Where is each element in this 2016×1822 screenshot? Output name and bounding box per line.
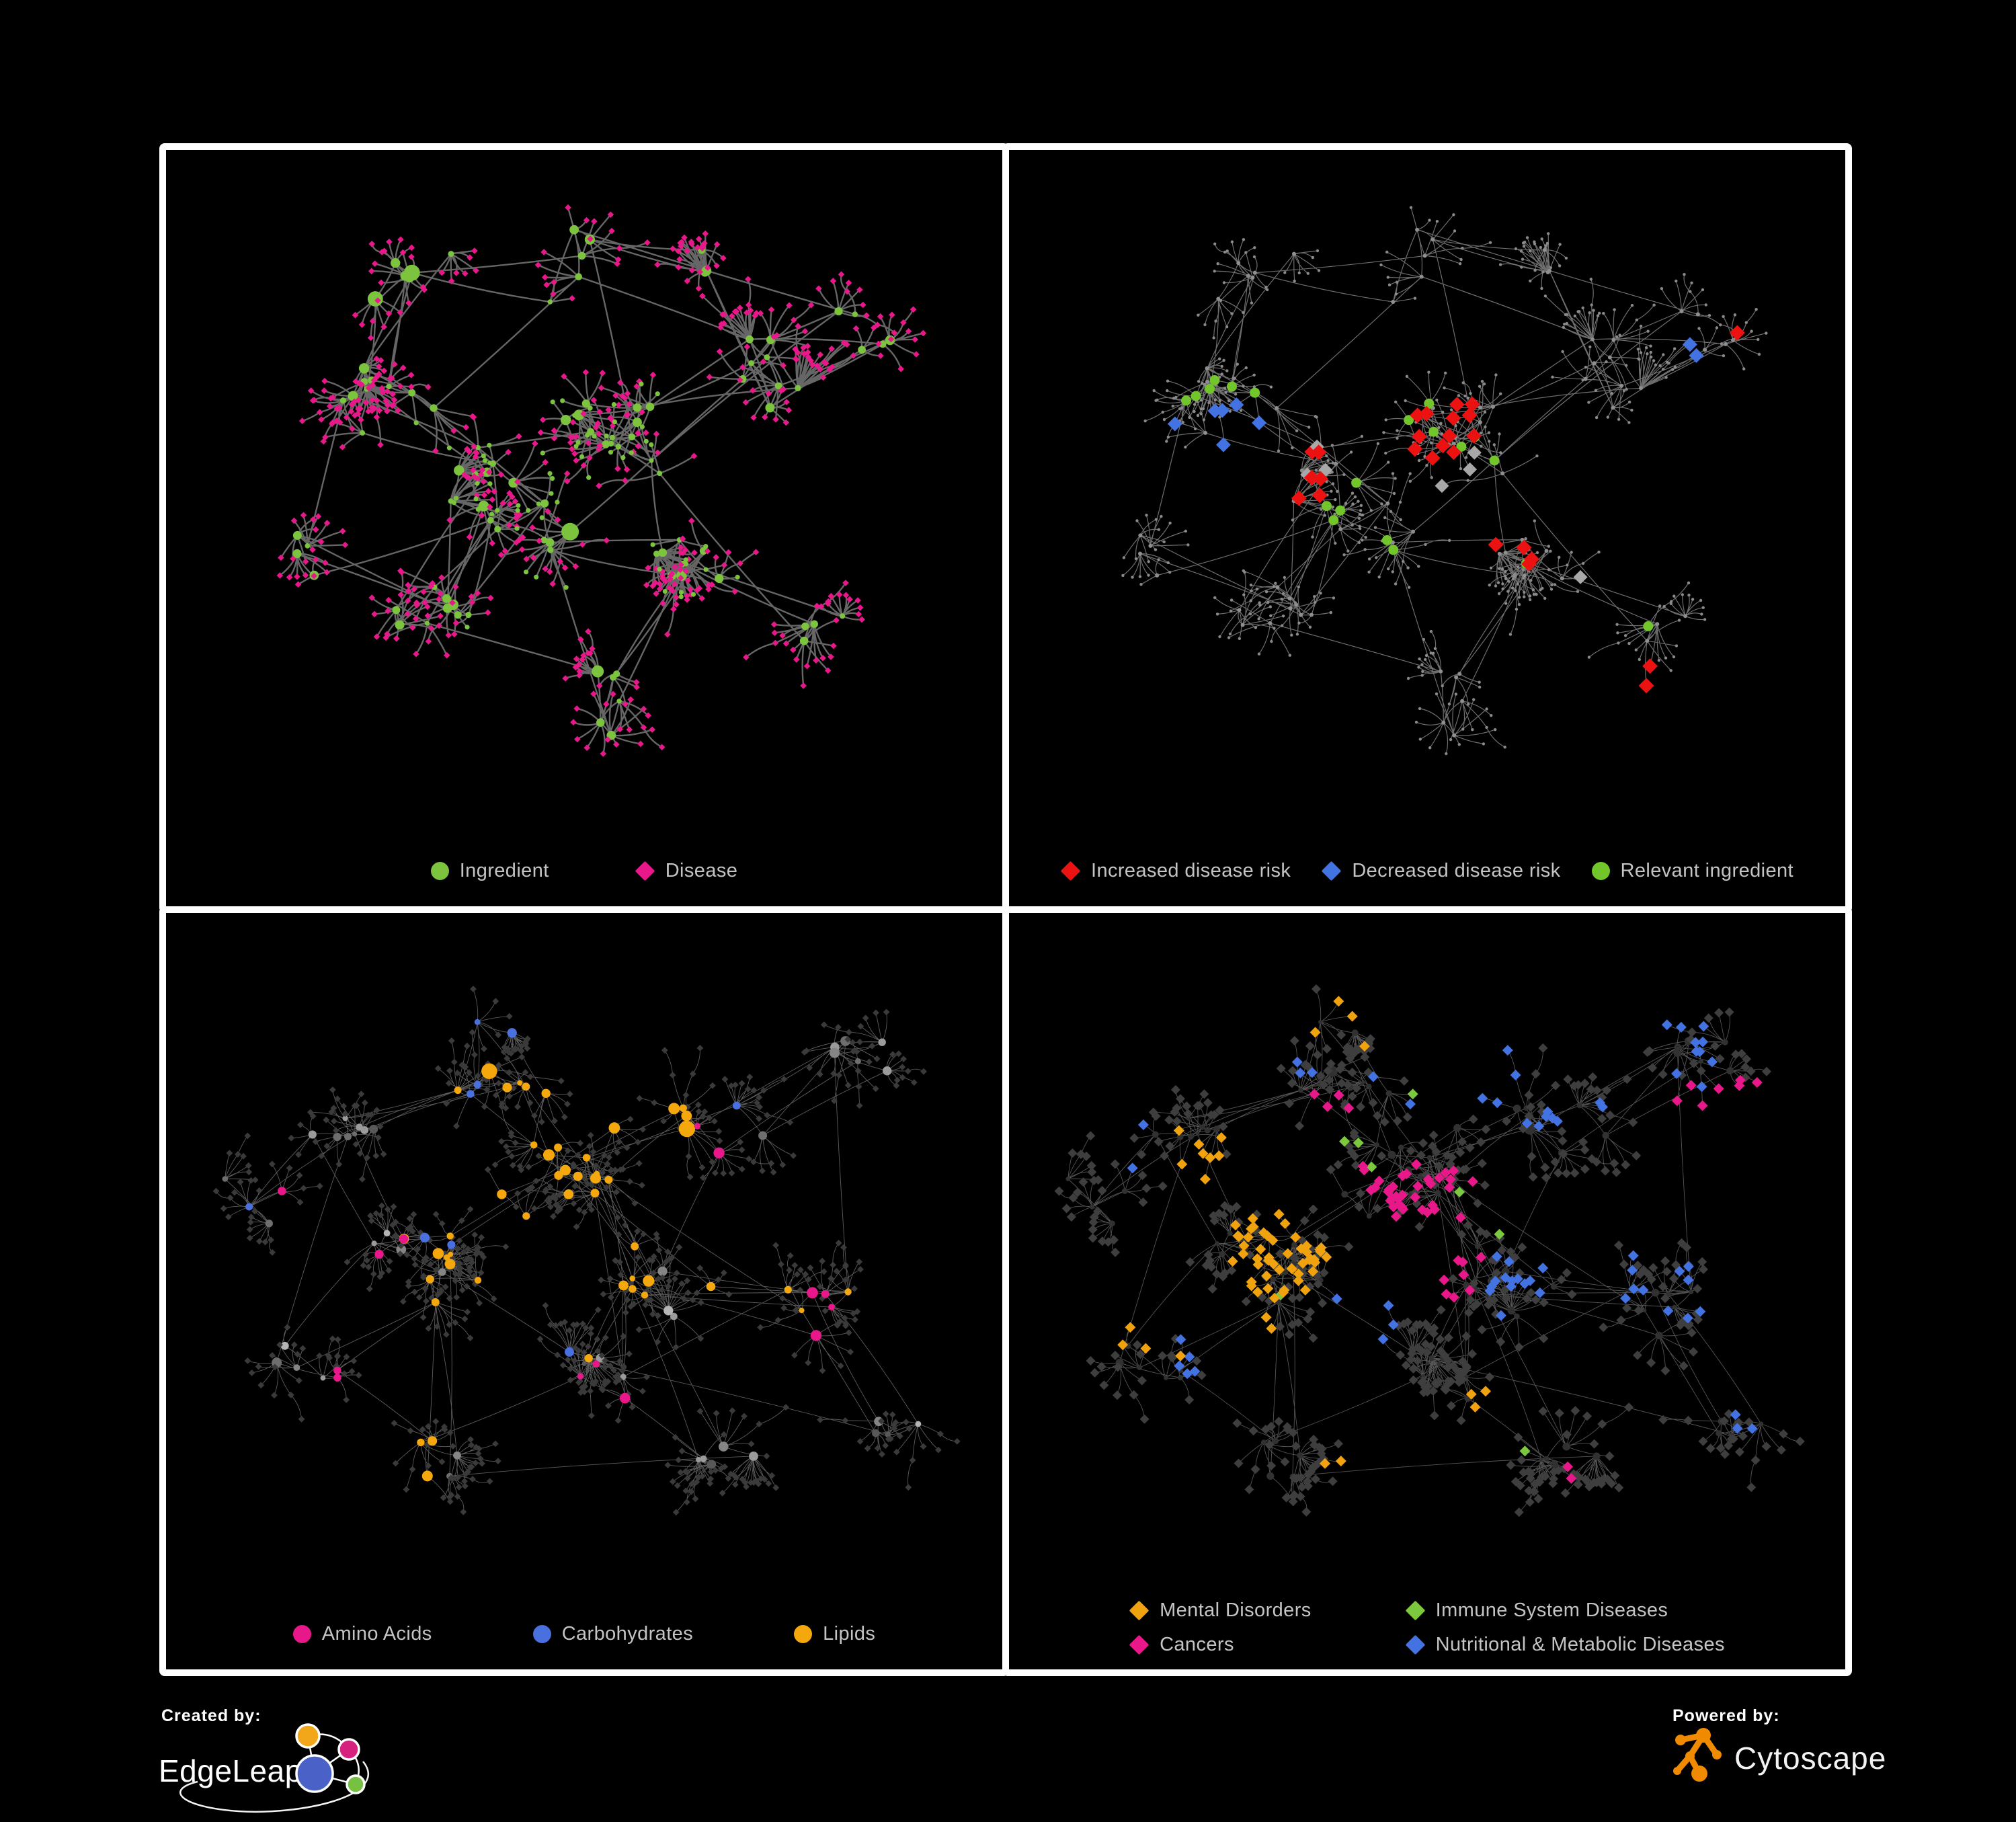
legend-label: Decreased disease risk bbox=[1352, 860, 1561, 881]
edgeleap-wordmark: EdgeLeap bbox=[159, 1753, 303, 1788]
legend-label: Mental Disorders bbox=[1160, 1599, 1312, 1621]
legend-label: Relevant ingredient bbox=[1620, 860, 1794, 881]
legend-item-relevant-ingredient: Relevant ingredient bbox=[1591, 860, 1794, 882]
legend-ingredient-disease: Ingredient Disease bbox=[166, 860, 1002, 882]
edgeleap-logo: Created by: EdgeLeap bbox=[159, 1706, 369, 1813]
powered-by-label: Powered by: bbox=[1672, 1706, 1780, 1725]
panel-ingredient-disease: Ingredient Disease bbox=[159, 143, 1009, 913]
ingredient-class-network-canvas bbox=[212, 986, 961, 1516]
increased-risk-swatch-diamond bbox=[1060, 861, 1081, 881]
legend-item-cancers: Cancers bbox=[1129, 1634, 1312, 1656]
nutritional-metabolic-swatch-diamond bbox=[1405, 1634, 1426, 1655]
ingredient-swatch-circle bbox=[430, 862, 449, 880]
legend-item-amino-acids: Amino Acids bbox=[292, 1623, 432, 1645]
relevant-ingredient-swatch-circle bbox=[1591, 862, 1610, 880]
amino-acids-swatch-circle bbox=[292, 1625, 311, 1643]
created-by-label: Created by: bbox=[161, 1706, 261, 1725]
cancers-swatch-diamond bbox=[1129, 1634, 1150, 1655]
legend-ingredient-classes: Amino Acids Carbohydrates Lipids bbox=[166, 1623, 1002, 1645]
disease-category-network-canvas bbox=[1054, 984, 1805, 1517]
legend-item-carbohydrates: Carbohydrates bbox=[532, 1623, 694, 1645]
cytoscape-node-graphic bbox=[1673, 1728, 1722, 1782]
legend-label: Disease bbox=[665, 860, 738, 881]
legend-item-ingredient: Ingredient bbox=[430, 860, 549, 882]
mental-disorders-swatch-diamond bbox=[1129, 1600, 1150, 1621]
legend-label: Ingredient bbox=[459, 860, 549, 881]
cytoscape-credit: Powered by: Cytoscape bbox=[1666, 1698, 1982, 1803]
legend-item-lipids: Lipids bbox=[794, 1623, 875, 1645]
legend-item-disease: Disease bbox=[635, 860, 738, 882]
edgeleap-node-graphic bbox=[179, 1723, 369, 1813]
legend-item-mental-disorders: Mental Disorders bbox=[1129, 1599, 1312, 1622]
ingredient-disease-network-canvas bbox=[276, 204, 927, 757]
decreased-risk-swatch-diamond bbox=[1321, 861, 1342, 881]
panel-disease-categories: Mental Disorders Immune System Diseases … bbox=[1002, 906, 1852, 1676]
cytoscape-logo: Powered by: Cytoscape bbox=[1672, 1706, 1886, 1782]
lipids-swatch-circle bbox=[794, 1625, 813, 1643]
legend-label: Cancers bbox=[1160, 1634, 1234, 1655]
cytoscape-wordmark: Cytoscape bbox=[1734, 1741, 1886, 1776]
carbohydrates-swatch-circle bbox=[532, 1625, 551, 1643]
legend-item-nutritional-metabolic-diseases: Nutritional & Metabolic Diseases bbox=[1405, 1634, 1725, 1656]
legend-disease-risk: Increased disease risk Decreased disease… bbox=[1009, 860, 1845, 882]
panel-disease-risk: Increased disease risk Decreased disease… bbox=[1002, 143, 1852, 913]
legend-item-increased-risk: Increased disease risk bbox=[1060, 860, 1291, 882]
disease-risk-network-canvas bbox=[1121, 206, 1768, 756]
legend-label: Increased disease risk bbox=[1090, 860, 1291, 881]
legend-label: Immune System Diseases bbox=[1435, 1599, 1668, 1621]
panel-ingredient-classes: Amino Acids Carbohydrates Lipids bbox=[159, 906, 1009, 1676]
edgeleap-credit: Created by: EdgeLeap bbox=[155, 1694, 558, 1822]
legend-item-immune-system-diseases: Immune System Diseases bbox=[1405, 1599, 1725, 1622]
legend-item-decreased-risk: Decreased disease risk bbox=[1321, 860, 1561, 882]
legend-label: Carbohydrates bbox=[561, 1623, 694, 1645]
immune-system-swatch-diamond bbox=[1405, 1600, 1426, 1621]
disease-swatch-diamond bbox=[635, 861, 655, 881]
legend-label: Lipids bbox=[823, 1623, 876, 1645]
legend-disease-categories: Mental Disorders Immune System Diseases … bbox=[1009, 1599, 1845, 1656]
legend-label: Amino Acids bbox=[321, 1623, 432, 1645]
legend-label: Nutritional & Metabolic Diseases bbox=[1435, 1634, 1725, 1655]
